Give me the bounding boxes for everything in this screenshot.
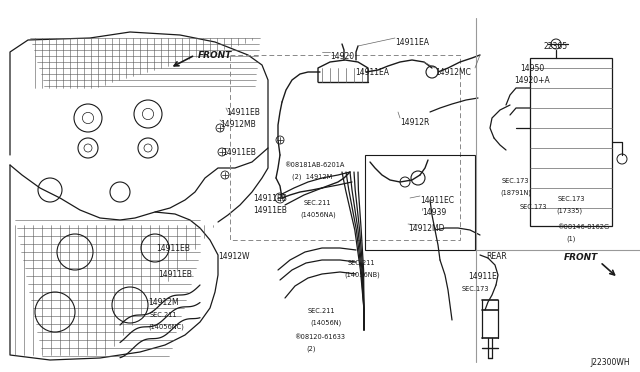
- Text: SEC.211: SEC.211: [150, 312, 177, 318]
- Text: (14056N): (14056N): [310, 320, 341, 327]
- Text: (14056NB): (14056NB): [344, 272, 380, 279]
- Text: SEC.173: SEC.173: [502, 178, 529, 184]
- Text: 14911EB: 14911EB: [253, 206, 287, 215]
- Text: SEC.211: SEC.211: [304, 200, 332, 206]
- Text: 14939: 14939: [422, 208, 446, 217]
- Text: (1): (1): [566, 236, 575, 243]
- Bar: [530, 58, 612, 226]
- Text: 14912R: 14912R: [400, 118, 429, 127]
- Text: 14911EB: 14911EB: [158, 270, 192, 279]
- Text: ®08146-8162G: ®08146-8162G: [557, 224, 609, 230]
- Text: 14912MC: 14912MC: [435, 68, 471, 77]
- Text: 14911EA: 14911EA: [395, 38, 429, 47]
- Text: 14911EA: 14911EA: [355, 68, 389, 77]
- Text: (14056NA): (14056NA): [300, 212, 336, 218]
- Text: SEC.211: SEC.211: [308, 308, 335, 314]
- Text: ®08120-61633: ®08120-61633: [294, 334, 345, 340]
- Text: 14911EB: 14911EB: [226, 108, 260, 117]
- Text: 14911EB: 14911EB: [156, 244, 190, 253]
- Text: 14912M: 14912M: [148, 298, 179, 307]
- Text: 22365: 22365: [544, 42, 568, 51]
- Text: J22300WH: J22300WH: [590, 358, 630, 367]
- Text: 14920+A: 14920+A: [514, 76, 550, 85]
- Text: REAR: REAR: [486, 252, 507, 261]
- Text: (14056NC): (14056NC): [148, 324, 184, 330]
- Text: (2): (2): [306, 346, 316, 353]
- Text: 14912W: 14912W: [218, 252, 250, 261]
- Text: FRONT: FRONT: [564, 253, 598, 263]
- Text: SEC.173: SEC.173: [520, 204, 547, 210]
- Text: SEC.173: SEC.173: [462, 286, 490, 292]
- Bar: [230, 55, 460, 240]
- Text: 14920: 14920: [330, 52, 354, 61]
- Text: (2)  14912M: (2) 14912M: [292, 174, 332, 180]
- Text: ®08181AB-6201A: ®08181AB-6201A: [284, 162, 344, 168]
- Text: (17335): (17335): [556, 208, 582, 215]
- Text: 14912MB: 14912MB: [220, 120, 256, 129]
- Text: 14911EB: 14911EB: [253, 194, 287, 203]
- Text: 14912MD: 14912MD: [408, 224, 445, 233]
- Text: 14911EB: 14911EB: [222, 148, 256, 157]
- Bar: [365, 155, 475, 250]
- Text: SEC.211: SEC.211: [348, 260, 376, 266]
- Text: SEC.173: SEC.173: [558, 196, 586, 202]
- Text: 14911E: 14911E: [468, 272, 497, 281]
- Text: 14950: 14950: [520, 64, 544, 73]
- Text: 14911EC: 14911EC: [420, 196, 454, 205]
- Text: (18791N): (18791N): [500, 190, 531, 196]
- Text: FRONT: FRONT: [198, 51, 232, 60]
